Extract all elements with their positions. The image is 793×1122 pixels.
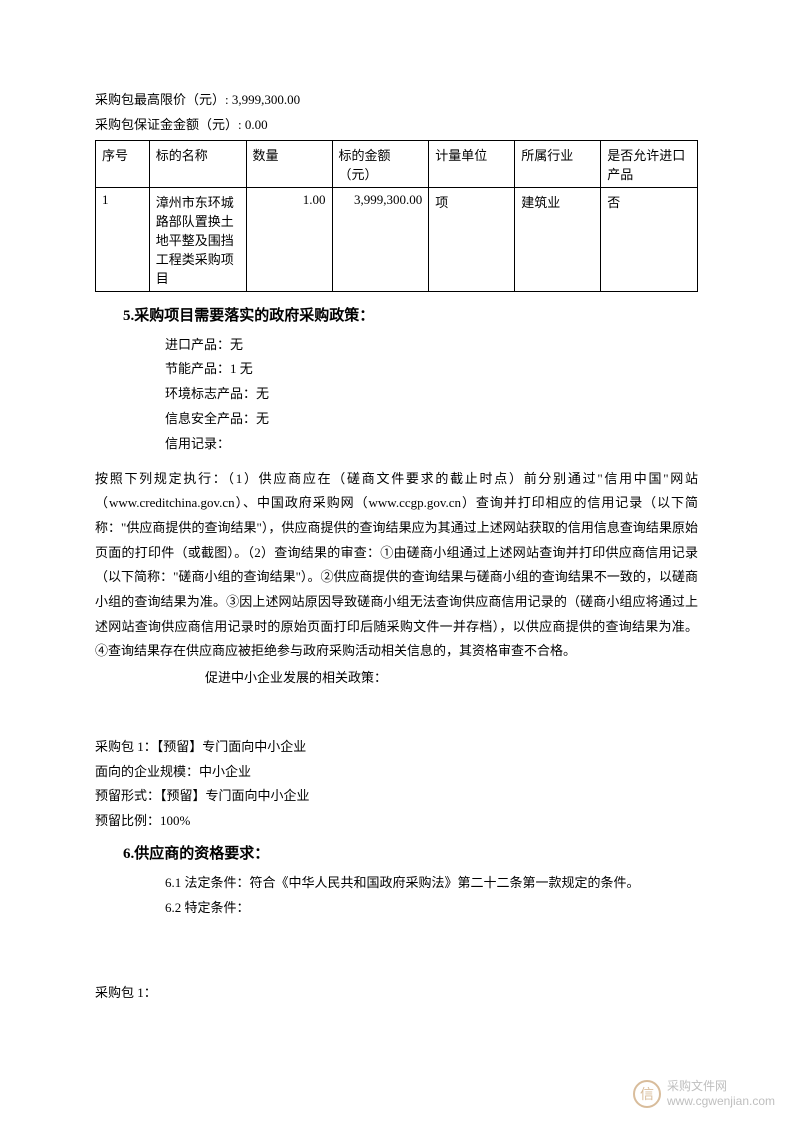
table-cell: 漳州市东环城路部队置换土地平整及围挡工程类采购项目 (149, 187, 246, 291)
table-col-header: 计量单位 (429, 140, 515, 187)
list-item: 6.1 法定条件：符合《中华人民共和国政府采购法》第二十二条第一款规定的条件。 (165, 873, 698, 894)
list-item: 节能产品：1 无 (165, 359, 698, 380)
watermark-icon: 信 (633, 1080, 661, 1108)
watermark-text: 采购文件网 www.cgwenjian.com (667, 1079, 775, 1108)
table-col-header: 标的金额（元） (332, 140, 429, 187)
max-price-line: 采购包最高限价（元）: 3,999,300.00 (95, 90, 698, 111)
list-item: 6.2 特定条件： (165, 898, 698, 919)
table-col-header: 序号 (96, 140, 150, 187)
table-cell: 建筑业 (515, 187, 601, 291)
watermark-line1: 采购文件网 (667, 1079, 775, 1093)
table-col-header: 所属行业 (515, 140, 601, 187)
table-cell: 1.00 (246, 187, 332, 291)
reserve-block: 采购包 1：【预留】专门面向中小企业面向的企业规模：中小企业预留形式：【预留】专… (95, 737, 698, 832)
section5-items: 进口产品：无节能产品：1 无环境标志产品：无信息安全产品：无信用记录： (165, 335, 698, 455)
section5-heading: 5.采购项目需要落实的政府采购政策： (123, 304, 698, 325)
deposit-line: 采购包保证金金额（元）: 0.00 (95, 115, 698, 136)
list-item: 面向的企业规模：中小企业 (95, 762, 698, 783)
section6-heading: 6.供应商的资格要求： (123, 842, 698, 863)
procurement-table: 序号标的名称数量标的金额（元）计量单位所属行业是否允许进口产品 1漳州市东环城路… (95, 140, 698, 292)
table-cell: 1 (96, 187, 150, 291)
list-item: 预留比例：100% (95, 811, 698, 832)
table-cell: 项 (429, 187, 515, 291)
table-cell: 3,999,300.00 (332, 187, 429, 291)
list-item: 进口产品：无 (165, 335, 698, 356)
list-item: 环境标志产品：无 (165, 384, 698, 405)
table-col-header: 数量 (246, 140, 332, 187)
table-col-header: 标的名称 (149, 140, 246, 187)
list-item: 信息安全产品：无 (165, 409, 698, 430)
table-row: 1漳州市东环城路部队置换土地平整及围挡工程类采购项目1.003,999,300.… (96, 187, 698, 291)
table-col-header: 是否允许进口产品 (601, 140, 698, 187)
list-item: 采购包 1：【预留】专门面向中小企业 (95, 737, 698, 758)
section5-paragraph: 按照下列规定执行：（1）供应商应在（磋商文件要求的截止时点）前分别通过"信用中国… (95, 467, 698, 665)
watermark-line2: www.cgwenjian.com (667, 1094, 775, 1108)
watermark: 信 采购文件网 www.cgwenjian.com (633, 1079, 775, 1108)
section6-items: 6.1 法定条件：符合《中华人民共和国政府采购法》第二十二条第一款规定的条件。 6… (165, 873, 698, 919)
section5-subline: 促进中小企业发展的相关政策： (205, 668, 698, 689)
table-cell: 否 (601, 187, 698, 291)
section6-tail: 采购包 1： (95, 983, 698, 1004)
list-item: 信用记录： (165, 434, 698, 455)
list-item: 预留形式：【预留】专门面向中小企业 (95, 786, 698, 807)
